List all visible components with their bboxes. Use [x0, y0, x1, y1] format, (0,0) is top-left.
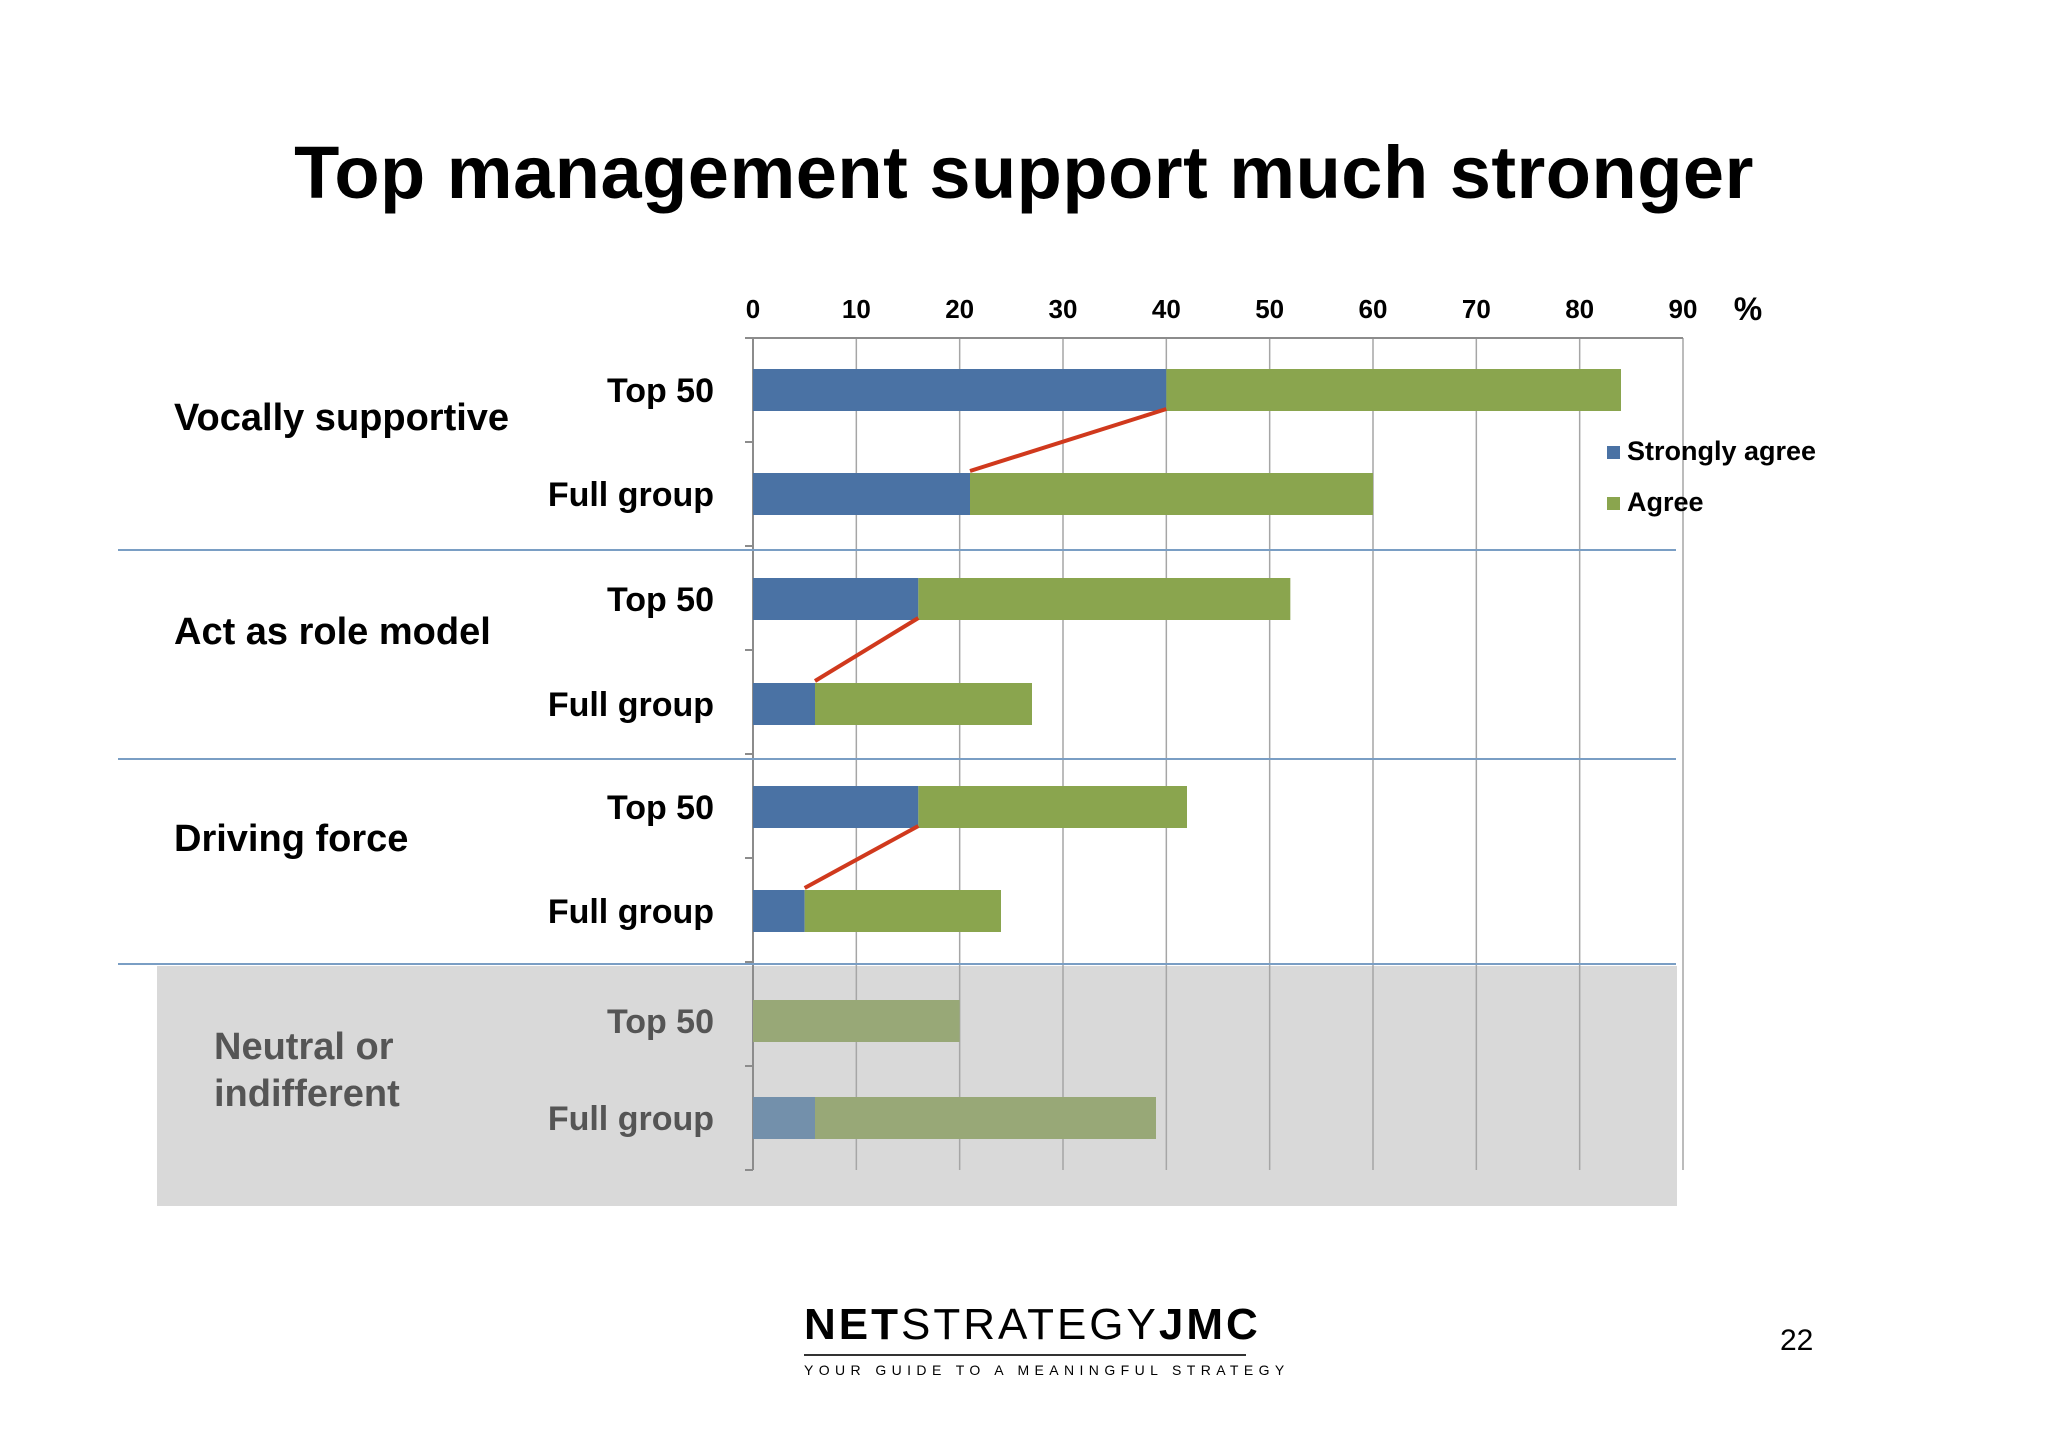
bar-agree [970, 473, 1373, 515]
connector-line [969, 407, 1167, 473]
bar-label: Full group [548, 1100, 714, 1138]
logo-wordmark: NETSTRATEGYJMC [804, 1300, 1258, 1350]
bar-label: Top 50 [607, 1003, 714, 1041]
bar-label: Top 50 [607, 789, 714, 827]
bar-label: Full group [548, 686, 714, 724]
group-label-line: Neutral or [214, 1026, 394, 1068]
legend-label: Strongly agree [1627, 436, 1816, 466]
bar-agree [918, 786, 1187, 828]
x-tick-label: 50 [1255, 294, 1284, 324]
x-tick-label: 30 [1049, 294, 1078, 324]
logo-name-net: NET [804, 1300, 901, 1349]
x-tick-label: 60 [1359, 294, 1388, 324]
x-tick-label: 10 [842, 294, 871, 324]
logo-rule [804, 1354, 1246, 1356]
connector-line [803, 824, 920, 890]
bar-strongly-agree [753, 890, 805, 932]
company-logo: NETSTRATEGYJMC YOUR GUIDE TO A MEANINGFU… [804, 1300, 1290, 1378]
bar-agree [753, 1000, 960, 1042]
bar-label: Top 50 [607, 372, 714, 410]
bar-strongly-agree [753, 786, 919, 828]
x-tick-label: 70 [1462, 294, 1491, 324]
x-tick-label: 0 [746, 294, 760, 324]
x-tick-label: 90 [1669, 294, 1698, 324]
bar-agree [1166, 369, 1621, 411]
legend-swatch [1607, 497, 1620, 510]
bar-strongly-agree [753, 683, 815, 725]
connector-line [813, 616, 920, 683]
bar-strongly-agree [753, 473, 970, 515]
group-label: Neutral or indifferent [214, 1026, 400, 1115]
page-number: 22 [1780, 1324, 1814, 1357]
legend-label: Agree [1627, 487, 1704, 517]
bar-strongly-agree [753, 1097, 815, 1139]
x-tick-label: 20 [945, 294, 974, 324]
bar-agree [804, 890, 1001, 932]
bar-agree [815, 1097, 1156, 1139]
group-label: Vocally supportive [174, 397, 509, 439]
x-tick-label: 40 [1152, 294, 1181, 324]
legend-swatch [1607, 446, 1620, 459]
slide-title: Top management support much stronger [294, 131, 1754, 214]
logo-tagline: YOUR GUIDE TO A MEANINGFUL STRATEGY [804, 1362, 1290, 1378]
unit-label: % [1734, 291, 1762, 327]
bar-label: Full group [548, 476, 714, 514]
bar-strongly-agree [753, 578, 919, 620]
group-label: Driving force [174, 818, 408, 860]
group-label-line: indifferent [214, 1073, 400, 1115]
logo-name-strategy: STRATEGY [901, 1300, 1159, 1349]
bar-label: Top 50 [607, 581, 714, 619]
bar-label: Full group [548, 893, 714, 931]
x-tick-label: 80 [1565, 294, 1594, 324]
bar-agree [815, 683, 1032, 725]
bar-agree [918, 578, 1291, 620]
bar-strongly-agree [753, 369, 1167, 411]
group-label: Act as role model [174, 611, 491, 653]
logo-name-jmc: JMC [1158, 1300, 1261, 1349]
